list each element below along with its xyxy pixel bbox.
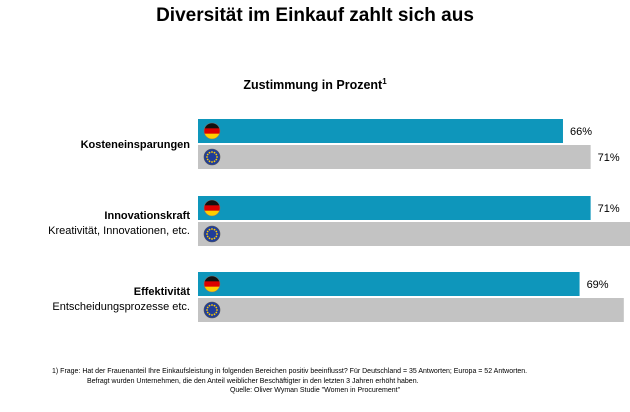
footnote-marker: 1 [382, 77, 387, 86]
germany-flag-icon [203, 199, 221, 217]
footnote-line-1: 1) Frage: Hat der Frauenanteil Ihre Eink… [52, 368, 528, 375]
eu-flag-icon [203, 301, 221, 319]
germany-flag-icon [203, 275, 221, 293]
subtitle-text: Zustimmung in Prozent [243, 78, 383, 93]
category-label: Kosteneinsparungen [81, 139, 191, 151]
bar-chart: 66%71%Kosteneinsparungen71%79%Innovation… [48, 119, 630, 322]
bar [198, 222, 630, 246]
value-label: 71% [598, 152, 620, 164]
category-sublabel: Kreativität, Innovationen, etc. [48, 225, 190, 237]
bar [198, 119, 563, 143]
value-label: 66% [570, 126, 592, 138]
category-sublabel: Entscheidungsprozesse etc. [52, 301, 190, 313]
chart-subtitle: Zustimmung in Prozent1 [0, 77, 630, 92]
footnote-source: Quelle: Oliver Wyman Studie "Women in Pr… [229, 387, 401, 394]
value-label: 71% [598, 203, 620, 215]
value-label: 69% [587, 279, 609, 291]
bar [198, 196, 591, 220]
bar [198, 272, 580, 296]
category-label: Innovationskraft [104, 210, 190, 222]
chart-title: Diversität im Einkauf zahlt sich aus [156, 5, 474, 26]
footnote: 1) Frage: Hat der Frauenanteil Ihre Eink… [0, 367, 630, 396]
eu-flag-icon [203, 148, 221, 166]
eu-flag-icon [203, 225, 221, 243]
bar [198, 145, 591, 169]
footnote-line-2: Befragt wurden Unternehmen, die den Ante… [87, 377, 419, 385]
germany-flag-icon [203, 122, 221, 140]
category-label: Effektivität [134, 286, 191, 298]
bar [198, 298, 624, 322]
